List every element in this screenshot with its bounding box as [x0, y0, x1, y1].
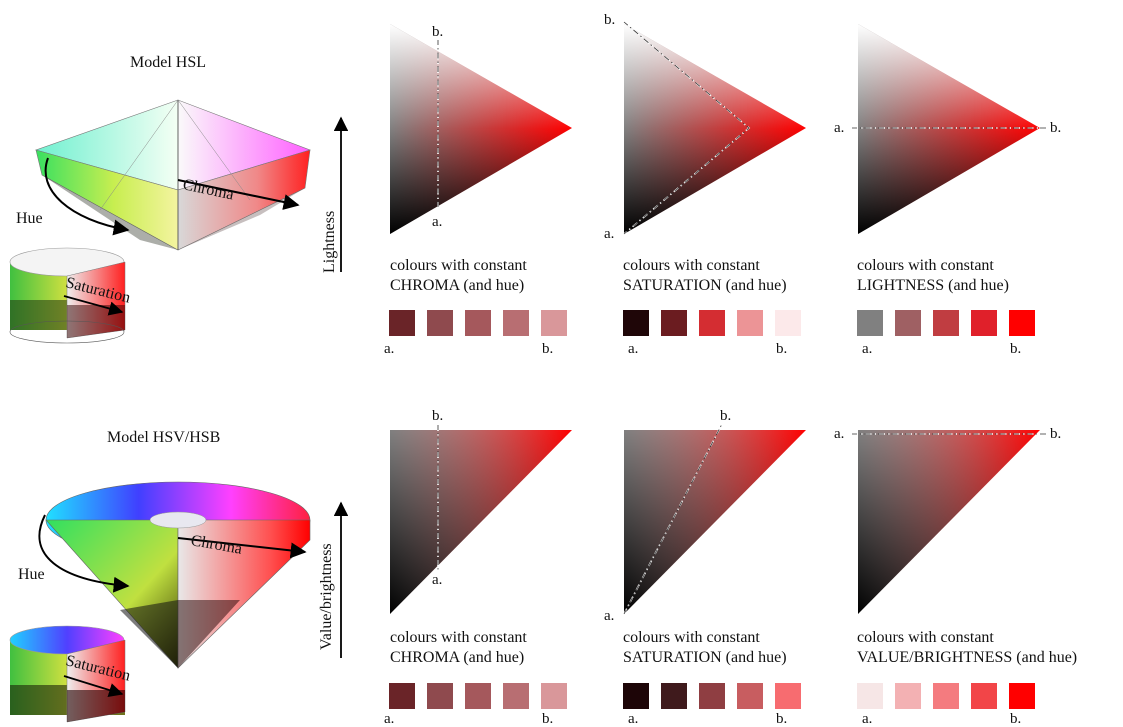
hsl-bicone-illustration	[35, 99, 311, 251]
point-label-a: a.	[834, 426, 845, 442]
color-swatch	[465, 310, 491, 336]
hue-label: Hue	[16, 210, 43, 227]
panel-caption-line1: colours with constant	[857, 257, 994, 274]
panel-caption-line2: CHROMA (and hue)	[390, 649, 525, 666]
model-title: Model HSV/HSB	[107, 429, 221, 446]
hsv-saturation-triangle	[623, 423, 806, 615]
hsv-value-triangle	[852, 430, 1046, 614]
color-swatch	[857, 683, 883, 709]
point-label-b: b.	[432, 408, 444, 424]
chroma-arrow	[177, 537, 307, 559]
panel-caption-line1: colours with constant	[390, 257, 527, 274]
saturation-arrow	[63, 295, 124, 316]
swatch-label-b: b.	[1010, 341, 1022, 357]
point-label-a: a.	[604, 608, 615, 624]
point-label-b: b.	[432, 24, 444, 40]
swatch-label-a: a.	[862, 341, 873, 357]
point-label-b: b.	[604, 12, 616, 28]
point-label-a: a.	[432, 214, 443, 230]
color-swatch	[541, 310, 567, 336]
panel-caption-line2: LIGHTNESS (and hue)	[857, 277, 1009, 294]
color-swatch	[465, 683, 491, 709]
hsl-chroma-triangle	[390, 24, 572, 234]
swatch-label-a: a.	[862, 711, 873, 727]
panel-caption-line2: SATURATION (and hue)	[623, 277, 787, 294]
color-swatch	[427, 310, 453, 336]
swatch-label-b: b.	[776, 711, 788, 727]
color-swatch	[1009, 683, 1035, 709]
color-swatch	[895, 310, 921, 336]
panel-caption-line2: CHROMA (and hue)	[390, 277, 525, 294]
point-label-b: b.	[1050, 426, 1062, 442]
color-swatch	[971, 310, 997, 336]
color-swatch	[503, 683, 529, 709]
color-swatch	[699, 310, 725, 336]
color-swatch	[971, 683, 997, 709]
color-swatch	[895, 683, 921, 709]
point-label-a: a.	[432, 572, 443, 588]
swatch-label-a: a.	[384, 341, 395, 357]
swatch-label-b: b.	[542, 711, 554, 727]
panel-caption-line1: colours with constant	[390, 629, 527, 646]
color-swatch	[389, 683, 415, 709]
hue-arrow	[38, 514, 130, 593]
point-label-a: a.	[834, 120, 845, 136]
hsl-lightness-triangle	[852, 24, 1046, 234]
color-swatch	[699, 683, 725, 709]
color-swatch	[737, 683, 763, 709]
hsl-cylinder-illustration	[9, 247, 126, 344]
hue-arrow	[44, 157, 130, 236]
color-swatch	[1009, 310, 1035, 336]
panel-caption-line2: SATURATION (and hue)	[623, 649, 787, 666]
color-swatch	[775, 683, 801, 709]
panel-caption-line1: colours with constant	[857, 629, 994, 646]
swatch-label-a: a.	[384, 711, 395, 727]
color-swatch	[661, 310, 687, 336]
hsv-cone-illustration	[45, 481, 311, 669]
panel-caption-line1: colours with constant	[623, 629, 760, 646]
color-swatch	[623, 683, 649, 709]
color-swatch	[427, 683, 453, 709]
hsv-chroma-triangle	[390, 425, 572, 614]
hue-label: Hue	[18, 566, 45, 583]
color-swatch	[933, 310, 959, 336]
swatch-label-b: b.	[542, 341, 554, 357]
hsl-saturation-triangle	[623, 21, 806, 235]
point-label-b: b.	[1050, 120, 1062, 136]
model-title: Model HSL	[130, 54, 206, 71]
color-swatch	[775, 310, 801, 336]
color-swatch	[661, 683, 687, 709]
swatch-label-a: a.	[628, 341, 639, 357]
color-swatch	[857, 310, 883, 336]
saturation-arrow	[63, 675, 124, 698]
swatch-label-b: b.	[1010, 711, 1022, 727]
color-swatch	[389, 310, 415, 336]
color-swatch	[933, 683, 959, 709]
panel-caption-line1: colours with constant	[623, 257, 760, 274]
panel-caption-line2: VALUE/BRIGHTNESS (and hue)	[857, 649, 1078, 666]
color-swatch	[623, 310, 649, 336]
point-label-a: a.	[604, 226, 615, 242]
color-swatch	[503, 310, 529, 336]
chroma-arrow	[177, 179, 300, 210]
color-swatch	[737, 310, 763, 336]
swatch-label-a: a.	[628, 711, 639, 727]
point-label-b: b.	[720, 408, 732, 424]
swatch-label-b: b.	[776, 341, 788, 357]
color-swatch	[541, 683, 567, 709]
